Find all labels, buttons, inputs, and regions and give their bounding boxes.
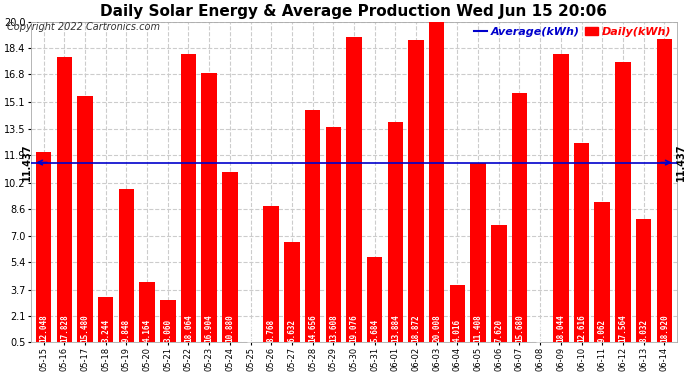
- Bar: [595, 202, 610, 351]
- Text: 0.000: 0.000: [246, 318, 255, 342]
- Text: 11.437: 11.437: [22, 144, 32, 181]
- Text: 15.480: 15.480: [81, 314, 90, 342]
- Bar: [326, 127, 341, 351]
- Text: 4.016: 4.016: [453, 318, 462, 342]
- Bar: [119, 189, 134, 351]
- Text: 7.620: 7.620: [494, 318, 503, 342]
- Bar: [408, 40, 424, 351]
- Bar: [201, 73, 217, 351]
- Text: Copyright 2022 Cartronics.com: Copyright 2022 Cartronics.com: [7, 22, 160, 32]
- Bar: [57, 57, 72, 351]
- Text: 3.244: 3.244: [101, 318, 110, 342]
- Bar: [450, 285, 465, 351]
- Bar: [222, 172, 237, 351]
- Title: Daily Solar Energy & Average Production Wed Jun 15 20:06: Daily Solar Energy & Average Production …: [101, 4, 607, 19]
- Bar: [181, 54, 196, 351]
- Text: 16.904: 16.904: [205, 314, 214, 342]
- Text: 13.608: 13.608: [328, 314, 338, 342]
- Bar: [160, 300, 175, 351]
- Bar: [284, 242, 299, 351]
- Bar: [264, 207, 279, 351]
- Text: 18.044: 18.044: [556, 314, 565, 342]
- Bar: [346, 37, 362, 351]
- Text: 11.408: 11.408: [473, 314, 482, 342]
- Text: 19.076: 19.076: [349, 314, 359, 342]
- Bar: [388, 122, 403, 351]
- Text: 15.680: 15.680: [515, 314, 524, 342]
- Text: 8.768: 8.768: [267, 318, 276, 342]
- Text: 13.884: 13.884: [391, 314, 400, 342]
- Bar: [305, 110, 320, 351]
- Text: 12.048: 12.048: [39, 314, 48, 342]
- Text: 8.032: 8.032: [639, 318, 648, 342]
- Text: 12.616: 12.616: [577, 314, 586, 342]
- Text: 0.000: 0.000: [535, 318, 544, 342]
- Text: 5.684: 5.684: [370, 318, 379, 342]
- Bar: [553, 54, 569, 351]
- Bar: [471, 163, 486, 351]
- Bar: [367, 257, 382, 351]
- Bar: [656, 39, 672, 351]
- Text: 14.656: 14.656: [308, 314, 317, 342]
- Bar: [36, 153, 51, 351]
- Text: 18.064: 18.064: [184, 314, 193, 342]
- Text: 18.920: 18.920: [660, 314, 669, 342]
- Text: 10.880: 10.880: [226, 314, 235, 342]
- Bar: [98, 297, 113, 351]
- Text: 9.848: 9.848: [122, 318, 131, 342]
- Bar: [615, 62, 631, 351]
- Text: 20.008: 20.008: [432, 314, 441, 342]
- Bar: [512, 93, 527, 351]
- Bar: [491, 225, 506, 351]
- Text: 3.060: 3.060: [164, 318, 172, 342]
- Text: 6.632: 6.632: [288, 318, 297, 342]
- Text: 18.872: 18.872: [411, 314, 420, 342]
- Text: 11.437: 11.437: [676, 144, 686, 181]
- Text: 17.828: 17.828: [60, 314, 69, 342]
- Text: 9.062: 9.062: [598, 318, 607, 342]
- Bar: [77, 96, 92, 351]
- Bar: [574, 143, 589, 351]
- Bar: [635, 219, 651, 351]
- Bar: [139, 282, 155, 351]
- Text: 17.564: 17.564: [618, 314, 627, 342]
- Legend: Average(kWh), Daily(kWh): Average(kWh), Daily(kWh): [474, 27, 671, 37]
- Text: 4.164: 4.164: [143, 318, 152, 342]
- Bar: [429, 22, 444, 351]
